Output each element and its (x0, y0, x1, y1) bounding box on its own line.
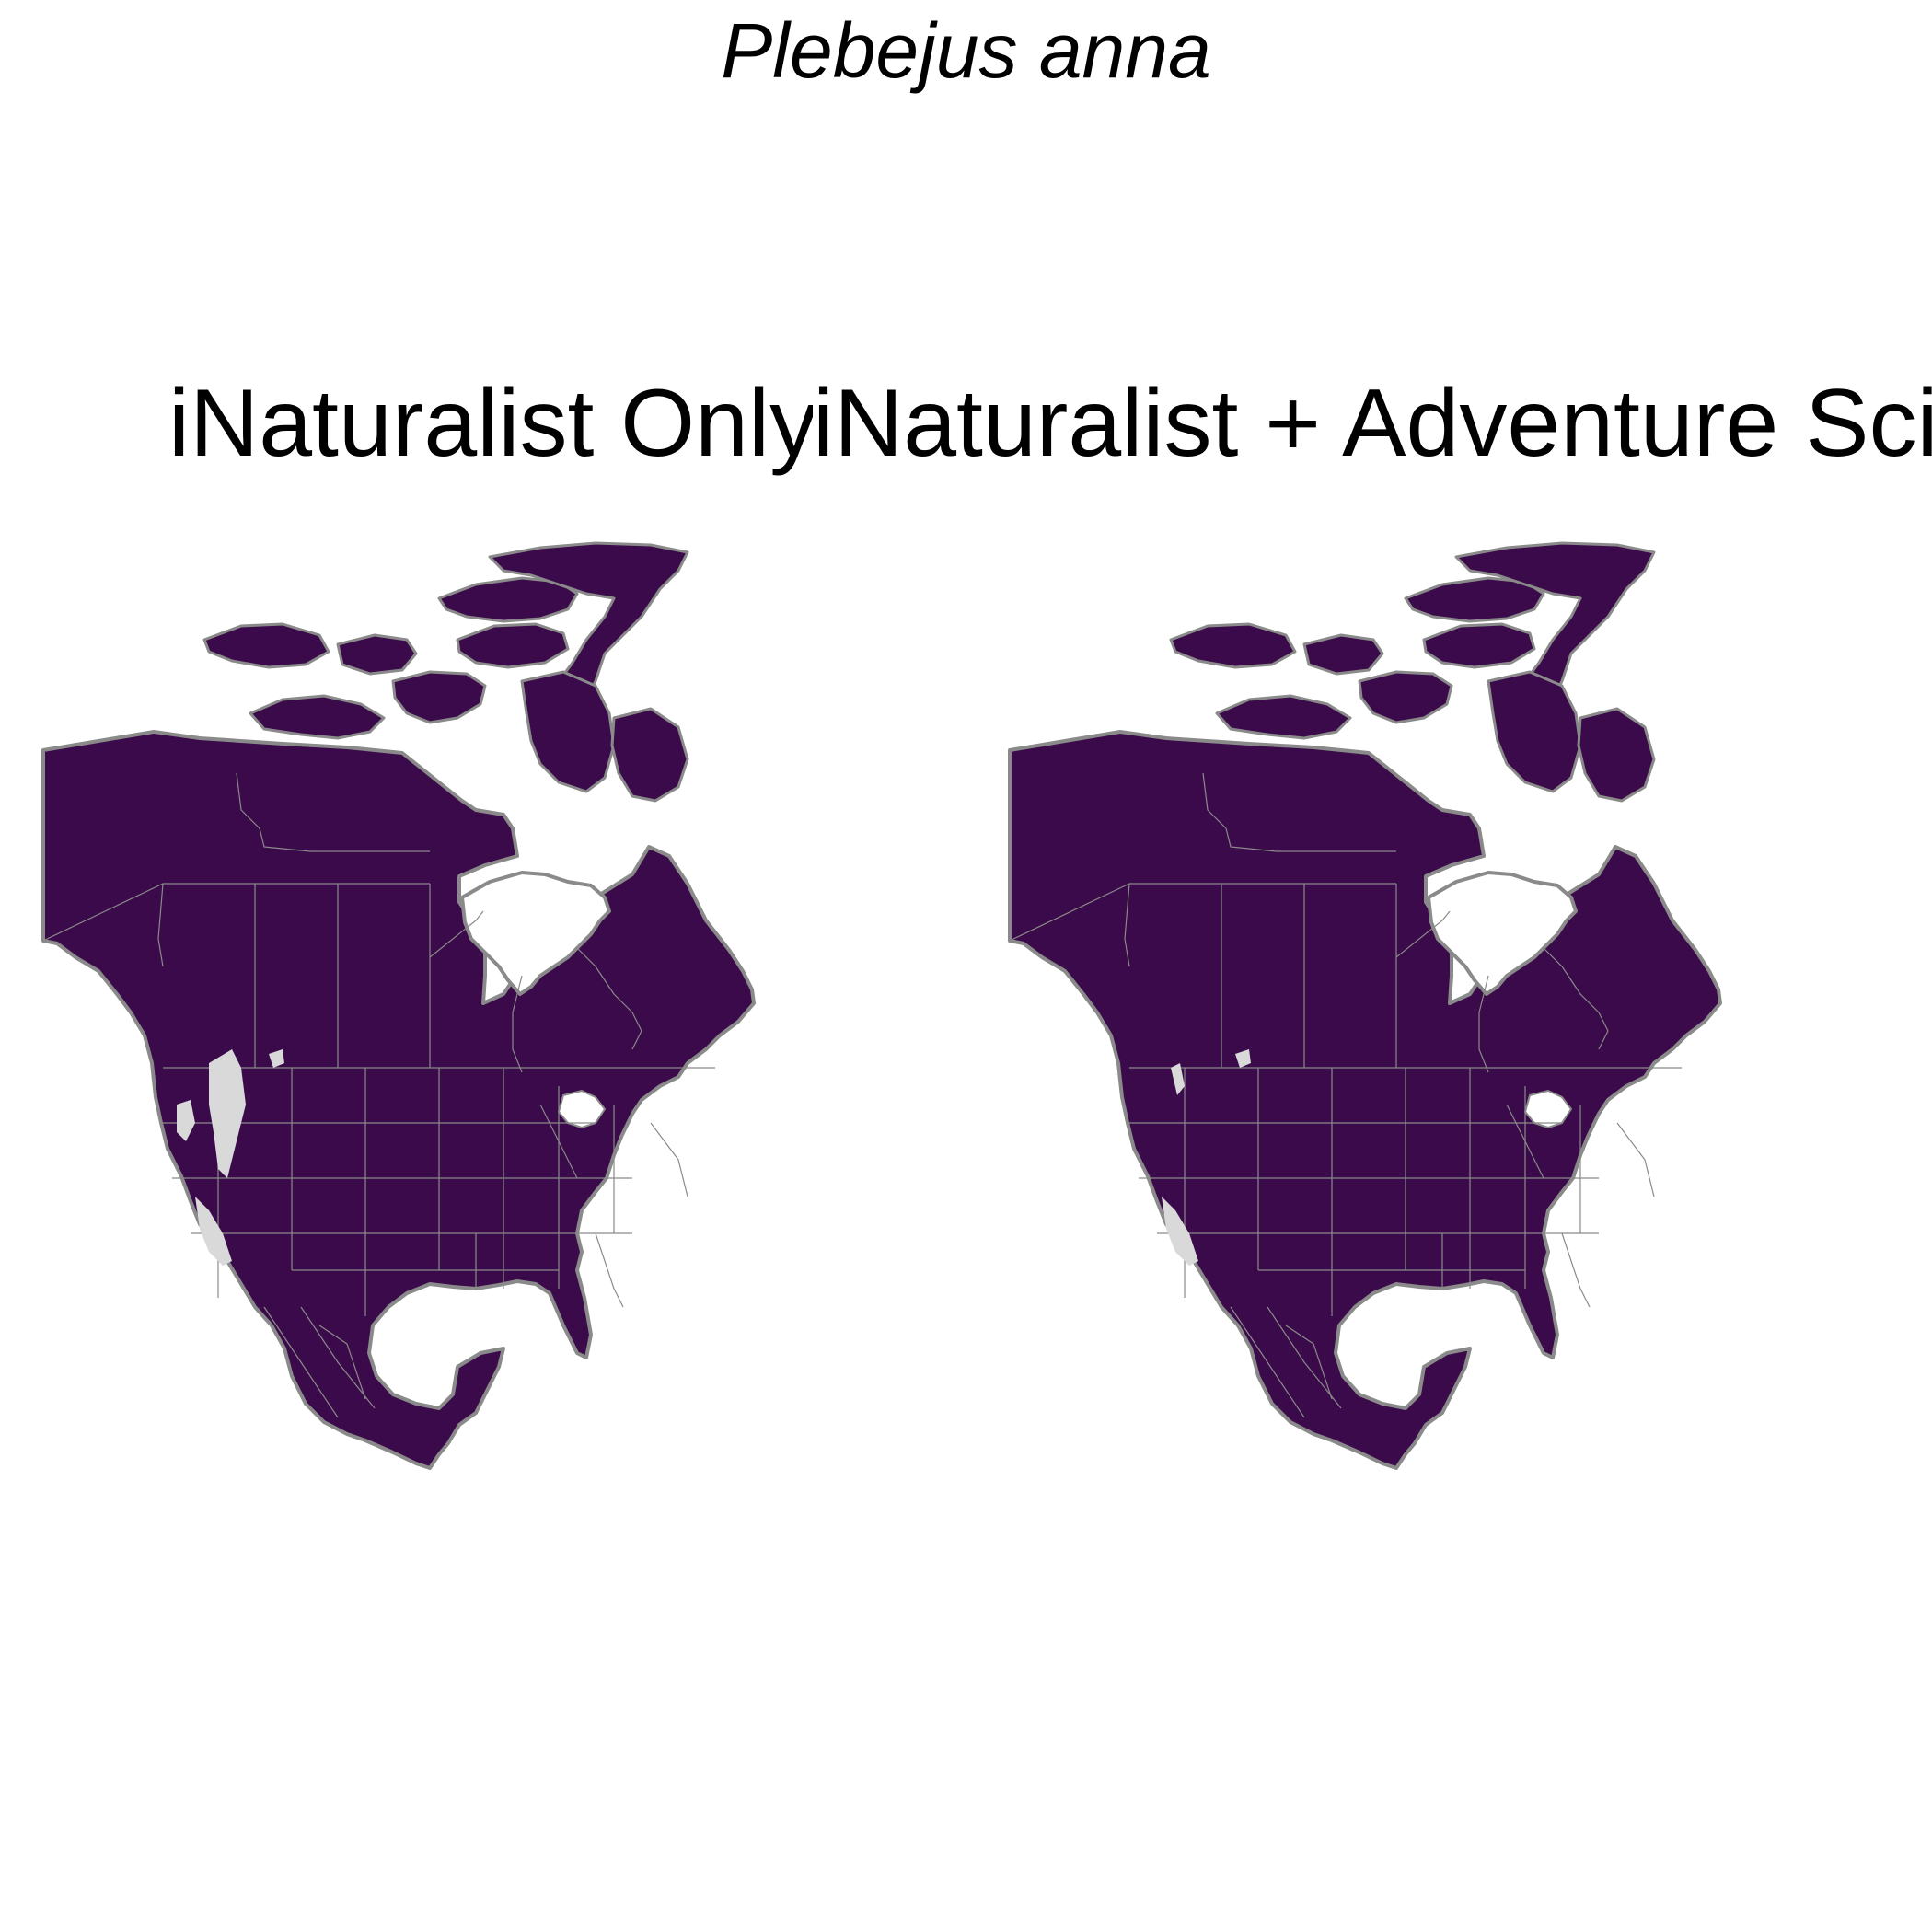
panel-title-inaturalist-adventure: iNaturalist + Adventure Scie (813, 370, 1932, 477)
state-border (595, 1232, 624, 1308)
arctic-island (1302, 633, 1384, 676)
state-border (539, 1104, 578, 1179)
absence-area (177, 1100, 195, 1141)
hudson-bay (1427, 871, 1578, 996)
arctic-island (336, 633, 418, 676)
panel-title-inaturalist-only: iNaturalist Only (168, 370, 813, 477)
arctic-island (391, 670, 487, 724)
province-border (157, 883, 164, 967)
continent-shape (1008, 730, 1722, 1470)
absence-area (1171, 1063, 1185, 1095)
province-border (576, 947, 642, 1050)
province-border (1478, 975, 1489, 1073)
state-border (263, 1306, 339, 1418)
province-border (1543, 947, 1609, 1050)
arctic-island (456, 622, 570, 669)
state-border (1285, 1325, 1333, 1400)
arctic-island (1215, 694, 1352, 740)
map-panel-inaturalist-only (41, 541, 756, 1470)
arctic-island (1422, 622, 1536, 669)
absence-area (209, 1049, 246, 1178)
state-border (1561, 1232, 1591, 1308)
state-border (300, 1306, 376, 1409)
arctic-island (610, 707, 689, 803)
arctic-island (1358, 670, 1453, 724)
figure-title: Plebejus anna (721, 7, 1211, 94)
province-border (512, 975, 523, 1073)
state-border (650, 1122, 688, 1197)
province-border (1124, 883, 1130, 967)
arctic-island (437, 576, 579, 623)
hudson-bay (460, 871, 611, 996)
absence-area (269, 1049, 284, 1068)
arctic-island (249, 694, 386, 740)
arctic-island (1169, 622, 1297, 669)
province-border (42, 883, 430, 942)
state-border (1267, 1306, 1342, 1409)
map-panel-inaturalist-adventure (1008, 541, 1722, 1470)
state-border (1506, 1104, 1544, 1179)
province-border (1395, 910, 1451, 958)
state-border (1230, 1306, 1305, 1418)
province-border (429, 910, 484, 958)
absence-area (1162, 1197, 1198, 1266)
absence-area (1235, 1049, 1251, 1068)
arctic-island (1577, 707, 1656, 803)
arctic-island (520, 670, 616, 793)
absence-area (195, 1197, 232, 1266)
continent-shape (41, 730, 756, 1470)
province-border (236, 772, 430, 852)
arctic-island (202, 622, 330, 669)
state-border (1616, 1122, 1655, 1197)
arctic-island (1404, 576, 1545, 623)
state-border (318, 1325, 366, 1400)
province-border (1202, 772, 1396, 852)
arctic-island (1487, 670, 1582, 793)
province-border (1009, 883, 1396, 942)
